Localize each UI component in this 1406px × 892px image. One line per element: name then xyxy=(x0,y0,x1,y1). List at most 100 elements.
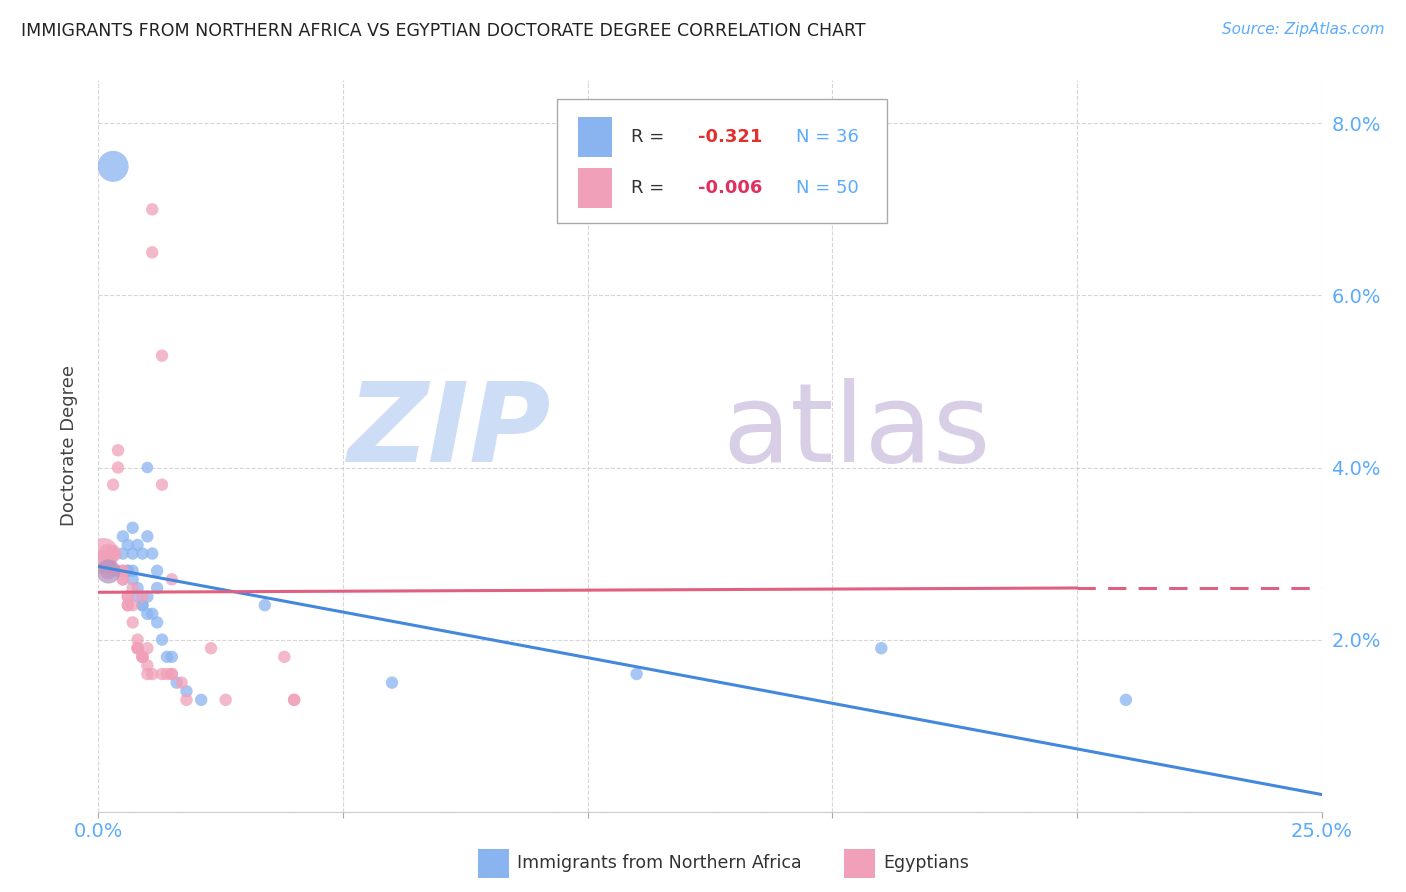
Point xyxy=(141,607,163,621)
Point xyxy=(136,641,159,656)
Point xyxy=(111,529,134,543)
Text: Source: ZipAtlas.com: Source: ZipAtlas.com xyxy=(1222,22,1385,37)
Point xyxy=(141,202,163,217)
Point xyxy=(150,349,173,363)
Point xyxy=(97,547,120,561)
Point xyxy=(111,564,134,578)
Y-axis label: Doctorate Degree: Doctorate Degree xyxy=(59,366,77,526)
Point xyxy=(170,675,193,690)
Point xyxy=(131,547,153,561)
Text: atlas: atlas xyxy=(723,378,991,485)
Text: R =: R = xyxy=(630,178,669,197)
Point xyxy=(121,547,143,561)
Point xyxy=(176,693,198,707)
Text: R =: R = xyxy=(630,128,669,145)
Point xyxy=(117,598,139,612)
Point xyxy=(121,581,143,595)
Point xyxy=(253,598,276,612)
Text: N = 50: N = 50 xyxy=(796,178,859,197)
Point xyxy=(107,443,129,458)
Point xyxy=(121,521,143,535)
Point xyxy=(107,564,129,578)
Point xyxy=(117,538,139,552)
Point xyxy=(283,693,305,707)
Point xyxy=(117,590,139,604)
Point xyxy=(870,641,893,656)
Point xyxy=(381,675,404,690)
Text: N = 36: N = 36 xyxy=(796,128,859,145)
Point xyxy=(121,573,143,587)
Point xyxy=(111,564,134,578)
FancyBboxPatch shape xyxy=(557,99,887,223)
Point xyxy=(146,581,169,595)
Point xyxy=(150,632,173,647)
Point xyxy=(136,529,159,543)
Point xyxy=(136,667,159,681)
Point xyxy=(136,590,159,604)
Point xyxy=(101,564,124,578)
Point xyxy=(101,159,124,173)
Point xyxy=(214,693,236,707)
Point xyxy=(97,564,120,578)
Point xyxy=(127,538,149,552)
Point xyxy=(101,547,124,561)
Text: ZIP: ZIP xyxy=(347,378,551,485)
Point xyxy=(131,590,153,604)
Point xyxy=(150,667,173,681)
Point xyxy=(117,564,139,578)
Point xyxy=(131,649,153,664)
Point xyxy=(166,675,188,690)
Point xyxy=(146,564,169,578)
Point xyxy=(160,649,183,664)
Point xyxy=(117,598,139,612)
Point xyxy=(176,684,198,698)
Point xyxy=(136,607,159,621)
Point xyxy=(141,245,163,260)
Text: Egyptians: Egyptians xyxy=(883,855,969,872)
Point xyxy=(626,667,648,681)
Point xyxy=(117,564,139,578)
Point xyxy=(111,573,134,587)
Point xyxy=(136,658,159,673)
Point xyxy=(1115,693,1137,707)
Point xyxy=(121,615,143,630)
Point xyxy=(131,649,153,664)
Point xyxy=(160,573,183,587)
Point xyxy=(146,615,169,630)
Point xyxy=(121,564,143,578)
Point xyxy=(131,598,153,612)
Point xyxy=(97,564,120,578)
Point xyxy=(101,477,124,491)
Point xyxy=(160,667,183,681)
Point xyxy=(190,693,212,707)
Point xyxy=(121,598,143,612)
Point xyxy=(131,649,153,664)
Point xyxy=(127,641,149,656)
Text: Immigrants from Northern Africa: Immigrants from Northern Africa xyxy=(517,855,801,872)
Point xyxy=(111,547,134,561)
Point xyxy=(136,460,159,475)
Point xyxy=(160,667,183,681)
Point xyxy=(91,555,114,569)
Point xyxy=(200,641,222,656)
Point xyxy=(127,581,149,595)
Point xyxy=(283,693,305,707)
Point xyxy=(97,555,120,569)
Text: -0.006: -0.006 xyxy=(697,178,762,197)
Point xyxy=(150,477,173,491)
Point xyxy=(141,547,163,561)
Point xyxy=(91,547,114,561)
Text: IMMIGRANTS FROM NORTHERN AFRICA VS EGYPTIAN DOCTORATE DEGREE CORRELATION CHART: IMMIGRANTS FROM NORTHERN AFRICA VS EGYPT… xyxy=(21,22,866,40)
Text: -0.321: -0.321 xyxy=(697,128,762,145)
Point xyxy=(117,590,139,604)
Point xyxy=(127,641,149,656)
Point xyxy=(273,649,295,664)
Bar xyxy=(578,117,612,157)
Point xyxy=(141,667,163,681)
Point xyxy=(111,573,134,587)
Point xyxy=(131,598,153,612)
Point xyxy=(127,632,149,647)
Bar xyxy=(578,168,612,209)
Point xyxy=(107,460,129,475)
Point xyxy=(156,667,179,681)
